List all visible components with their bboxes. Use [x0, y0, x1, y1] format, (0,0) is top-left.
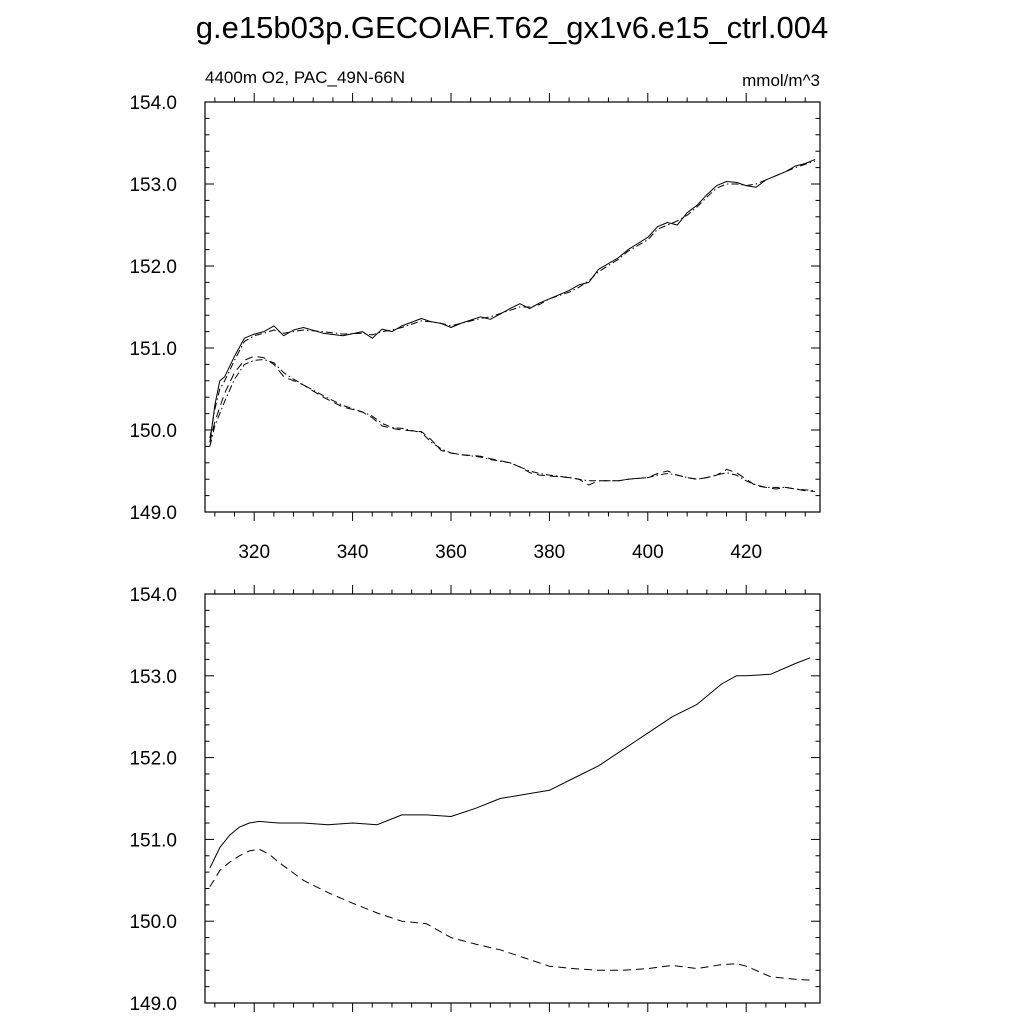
- series-line-1: [209, 158, 816, 443]
- chart-title: g.e15b03p.GECOIAF.T62_gx1v6.e15_ctrl.004: [195, 10, 829, 45]
- series-line-4: [209, 359, 816, 492]
- series-line-2: [209, 160, 816, 439]
- x-tick-label: 400: [632, 542, 664, 563]
- y-tick-label: 151.0: [129, 339, 177, 360]
- y-tick-label: 150.0: [129, 421, 177, 442]
- y-tick-label: 152.0: [129, 257, 177, 278]
- plot-frame: [204, 101, 821, 513]
- x-tick-label: 360: [435, 542, 467, 563]
- series-line-1: [209, 657, 811, 869]
- bottom-panel: 149.0 150.0 151.0 152.0 153.0 154.0: [129, 585, 821, 1015]
- left-string: 4400m O2, PAC_49N-66N: [205, 68, 405, 87]
- right-string: mmol/m^3: [742, 71, 820, 90]
- y-tick-label: 154.0: [129, 93, 177, 114]
- plot-frame: [204, 593, 821, 1004]
- y-tick-label: 151.0: [129, 830, 177, 851]
- x-tick-label: 340: [337, 542, 369, 563]
- y-tick-label: 154.0: [129, 585, 177, 606]
- x-tick-label: 420: [730, 542, 762, 563]
- y-tick-label: 149.0: [129, 503, 177, 524]
- y-tick-label: 153.0: [129, 175, 177, 196]
- top-panel: 149.0 150.0 151.0 152.0 153.0 154.0 320 340 360 3…: [129, 68, 821, 563]
- y-tick-label: 150.0: [129, 912, 177, 933]
- series-line-3: [209, 355, 816, 492]
- y-tick-label: 153.0: [129, 667, 177, 688]
- x-tick-label: 320: [238, 542, 270, 563]
- y-tick-label: 152.0: [129, 749, 177, 770]
- series-line-2: [209, 848, 811, 981]
- x-tick-label: 380: [534, 542, 566, 563]
- y-tick-label: 149.0: [129, 994, 177, 1015]
